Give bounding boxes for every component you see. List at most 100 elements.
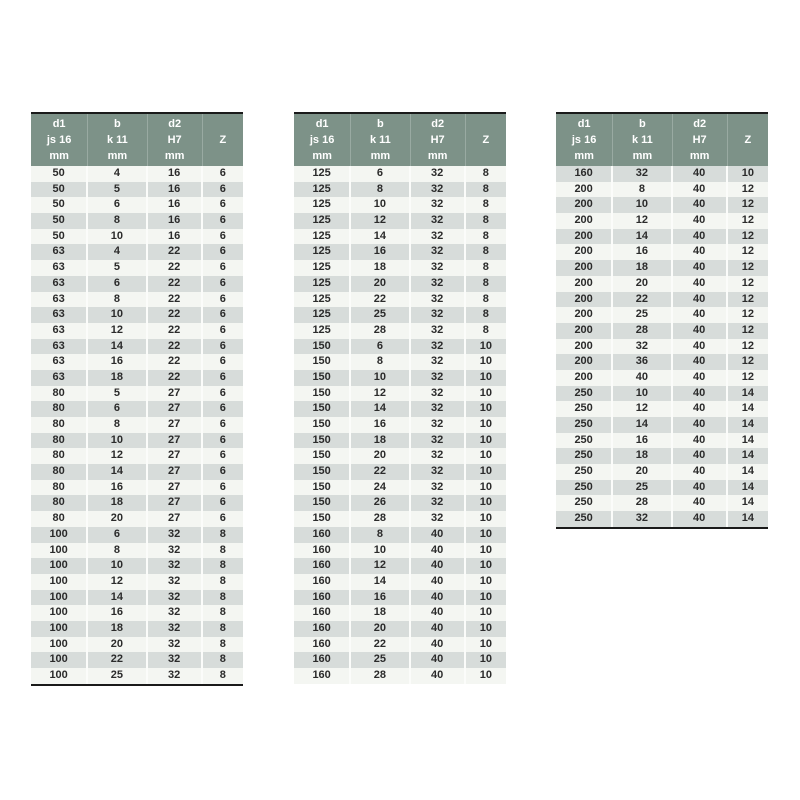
table-cell: 14: [741, 402, 754, 415]
table-cell: 40: [411, 526, 466, 543]
table-cell: 20: [351, 620, 411, 637]
table-row: 63 16 22 6: [31, 354, 243, 370]
table-cell: 14: [88, 338, 148, 355]
table-cell: 8: [613, 181, 673, 198]
table-cell: 250: [556, 385, 614, 402]
table-cell: 8: [88, 291, 148, 308]
table-cell: 100: [31, 542, 89, 559]
column-header-b: b k 11 mm: [613, 114, 673, 166]
table-cell: 50: [31, 197, 89, 214]
table-row: 63 8 22 6: [31, 291, 243, 308]
table-cell: 6: [219, 214, 226, 227]
header-line: js 16: [309, 134, 335, 146]
column-header-d2: d2 H7 mm: [673, 114, 728, 166]
table-cell: 16: [148, 197, 203, 214]
table-cell: 200: [556, 338, 614, 355]
fit-dimensions-table-3: d1 js 16 mm b k 11 mm d2 H7 mm Z 160 32 40 10 200 8 40 12…: [556, 112, 768, 529]
table-cell: 28: [351, 668, 411, 684]
table-cell: 22: [351, 464, 411, 480]
table-cell: 25: [351, 652, 411, 668]
table-cell: 10: [479, 512, 492, 525]
table-row: 100 25 32 8: [31, 668, 243, 684]
table-cell: 16: [148, 213, 203, 229]
table-cell: 80: [31, 448, 89, 465]
table-cell: 100: [31, 573, 89, 590]
table-cell: 25: [613, 479, 673, 496]
column-header-d2: d2 H7 mm: [411, 114, 466, 166]
table-cell: 250: [556, 495, 614, 512]
table-cell: 10: [479, 465, 492, 478]
table-cell: 12: [88, 448, 148, 465]
table-cell: 200: [556, 228, 614, 245]
table-cell: 125: [294, 228, 352, 245]
table-cell: 40: [673, 354, 728, 370]
table-cell: 160: [294, 605, 352, 621]
table-cell: 16: [148, 228, 203, 245]
table-cell: 40: [411, 573, 466, 590]
table-cell: 12: [88, 573, 148, 590]
table-row: 125 10 32 8: [294, 197, 506, 214]
table-row: 200 20 40 12: [556, 275, 768, 292]
table-cell: 12: [741, 323, 754, 336]
table-cell: 125: [294, 322, 352, 339]
table-cell: 32: [411, 291, 466, 308]
table-cell: 100: [31, 636, 89, 653]
table-row: 250 32 40 14: [556, 511, 768, 527]
table-cell: 125: [294, 275, 352, 292]
table-cell: 10: [479, 653, 492, 666]
table-cell: 8: [351, 526, 411, 543]
table-row: 125 25 32 8: [294, 307, 506, 323]
table-row: 63 10 22 6: [31, 307, 243, 323]
table-row: 80 10 27 6: [31, 432, 243, 449]
header-line: b: [114, 118, 121, 130]
table-cell: 40: [411, 668, 466, 684]
table-cell: 40: [673, 432, 728, 449]
table-cell: 150: [294, 369, 352, 386]
table-cell: 100: [31, 526, 89, 543]
table-row: 200 18 40 12: [556, 260, 768, 276]
table-cell: 160: [294, 668, 352, 684]
table-cell: 10: [479, 621, 492, 634]
table-cell: 12: [613, 401, 673, 417]
table-cell: 12: [741, 261, 754, 274]
table-cell: 18: [613, 448, 673, 465]
header-line: mm: [689, 150, 710, 162]
table-cell: 8: [482, 167, 489, 179]
table-cell: 18: [351, 432, 411, 449]
table-cell: 32: [411, 495, 466, 512]
table-row: 50 4 16 6: [31, 166, 243, 182]
table-row: 250 20 40 14: [556, 464, 768, 480]
table-cell: 32: [411, 197, 466, 214]
table-cell: 200: [556, 369, 614, 386]
table-cell: 8: [219, 590, 226, 603]
table-row: 150 10 32 10: [294, 369, 506, 386]
table-cell: 18: [88, 369, 148, 386]
table-row: 80 14 27 6: [31, 464, 243, 480]
table-cell: 50: [31, 228, 89, 245]
table-cell: 32: [613, 511, 673, 527]
table-cell: 40: [673, 479, 728, 496]
header-line: mm: [370, 150, 391, 162]
table-cell: 63: [31, 354, 89, 370]
header-line: H7: [692, 134, 707, 146]
table-cell: 32: [411, 322, 466, 339]
table-cell: 32: [148, 558, 203, 574]
header-line: b: [377, 118, 384, 130]
table-cell: 10: [479, 433, 492, 446]
table-cell: 250: [556, 432, 614, 449]
table-cell: 40: [673, 213, 728, 229]
table-cell: 150: [294, 354, 352, 370]
table-cell: 32: [411, 213, 466, 229]
table-cell: 6: [219, 261, 226, 274]
table-cell: 6: [219, 323, 226, 336]
header-line: mm: [632, 150, 653, 162]
table-cell: 6: [219, 167, 226, 179]
table-cell: 14: [351, 401, 411, 417]
table-cell: 14: [741, 496, 754, 509]
table-cell: 5: [88, 260, 148, 276]
table-cell: 22: [148, 322, 203, 339]
table-cell: 8: [88, 542, 148, 559]
table-cell: 12: [741, 292, 754, 305]
table-row: 160 28 40 10: [294, 668, 506, 684]
header-line: mm: [49, 150, 69, 162]
